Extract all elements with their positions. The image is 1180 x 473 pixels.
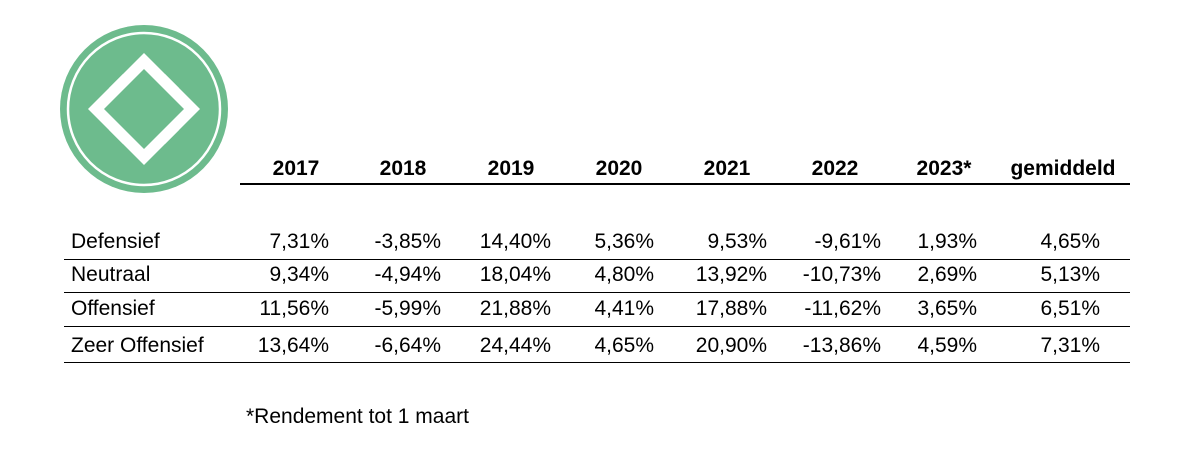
cell-value: 2,69% [917,263,977,286]
col-header-2023: 2023* [916,157,972,180]
cell-value: 7,31% [269,230,329,253]
row-label-neutraal: Neutraal [71,263,151,286]
cell-value: 14,40% [479,230,551,253]
col-header-2021: 2021 [703,157,751,180]
col-header-2018: 2018 [379,157,427,180]
cell-value: 3,65% [917,297,977,320]
row-label-zeer-offensief: Zeer Offensief [71,334,204,357]
cell-value: 9,34% [269,263,329,286]
diamond-cross-logo-icon [60,25,228,193]
cell-value: 9,53% [707,230,767,253]
cell-value: 6,51% [1040,297,1100,320]
cell-value: 1,93% [917,230,977,253]
cell-value: 13,92% [695,263,767,286]
cell-value: 21,88% [479,297,551,320]
cell-value: 4,80% [594,263,654,286]
cell-value: 4,65% [1040,230,1100,253]
cell-value: 17,88% [695,297,767,320]
cell-value: -3,85% [374,230,441,253]
cell-value: 24,44% [479,334,551,357]
col-header-2019: 2019 [487,157,535,180]
row-divider [64,326,1130,327]
cell-value: 7,31% [1040,334,1100,357]
cell-value: 13,64% [257,334,329,357]
row-divider [64,292,1130,293]
row-label-offensief: Offensief [71,297,155,320]
row-label-defensief: Defensief [71,230,160,253]
cell-value: -6,64% [374,334,441,357]
cell-value: -13,86% [802,334,881,357]
cell-value: 18,04% [479,263,551,286]
cell-value: 4,59% [917,334,977,357]
cell-value: 4,41% [594,297,654,320]
cell-value: -11,62% [804,297,881,320]
cell-value: -5,99% [374,297,441,320]
cell-value: 5,36% [594,230,654,253]
cell-value: -4,94% [374,263,441,286]
cell-value: -10,73% [802,263,881,286]
cell-value: 4,65% [594,334,654,357]
col-header-average: gemiddeld [1010,157,1116,180]
cell-value: 5,13% [1040,263,1100,286]
footnote: *Rendement tot 1 maart [246,405,469,428]
cell-value: 20,90% [695,334,767,357]
row-divider [64,362,1130,363]
col-header-2020: 2020 [595,157,643,180]
col-header-2017: 2017 [272,157,320,180]
cell-value: -9,61% [814,230,881,253]
cell-value: 11,56% [259,297,329,320]
row-divider [64,259,1130,260]
col-header-2022: 2022 [811,157,859,180]
header-underline [240,183,1130,185]
